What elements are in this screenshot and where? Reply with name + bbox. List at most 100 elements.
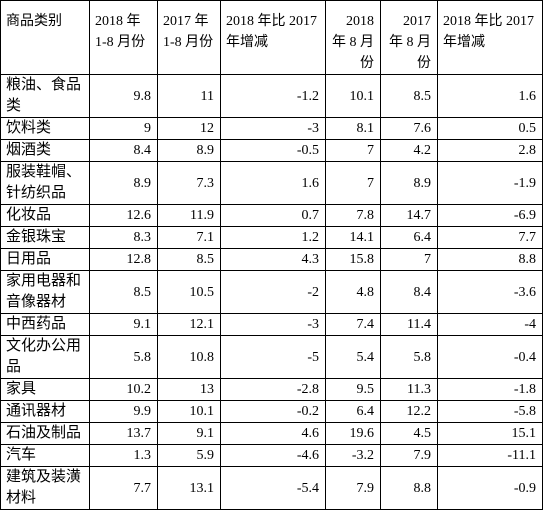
- value-cell: 9.9: [89, 400, 158, 423]
- header-cell: 2018 年 1-8 月份: [89, 0, 158, 75]
- header-cell: 2018 年比 2017 年增减: [437, 0, 543, 75]
- value-cell: 15.1: [437, 422, 543, 445]
- category-cell: 饮料类: [0, 117, 90, 140]
- data-row: 金银珠宝 8.3 7.1 1.2 14.1 6.4 7.7: [0, 226, 543, 249]
- category-cell: 文化办公用品: [0, 335, 90, 379]
- value-cell: 8.3: [89, 226, 158, 249]
- value-cell: 10.5: [157, 270, 221, 314]
- value-cell: 7.1: [157, 226, 221, 249]
- data-row: 饮料类 9 12 -3 8.1 7.6 0.5: [0, 117, 543, 140]
- category-cell: 化妆品: [0, 204, 90, 227]
- category-cell: 家用电器和音像器材: [0, 270, 90, 314]
- value-cell: 8.8: [437, 248, 543, 271]
- category-cell: 服装鞋帽、针纺织品: [0, 161, 90, 205]
- value-cell: 19.6: [325, 422, 381, 445]
- value-cell: 8.9: [157, 139, 221, 162]
- value-cell: 6.4: [380, 226, 438, 249]
- value-cell: 4.2: [380, 139, 438, 162]
- category-cell: 汽车: [0, 444, 90, 467]
- value-cell: 7.7: [437, 226, 543, 249]
- value-cell: 13: [157, 378, 221, 401]
- value-cell: 7: [380, 248, 438, 271]
- value-cell: -0.9: [437, 466, 543, 510]
- value-cell: 0.5: [437, 117, 543, 140]
- category-cell: 金银珠宝: [0, 226, 90, 249]
- value-cell: 8.4: [380, 270, 438, 314]
- header-row: 商品类别 2018 年 1-8 月份 2017 年 1-8 月份 2018 年比 20…: [0, 0, 543, 75]
- value-cell: 10.8: [157, 335, 221, 379]
- value-cell: 7.3: [157, 161, 221, 205]
- value-cell: -0.4: [437, 335, 543, 379]
- value-cell: 13.1: [157, 466, 221, 510]
- data-row: 汽车 1.3 5.9 -4.6 -3.2 7.9 -11.1: [0, 444, 543, 467]
- value-cell: 12: [157, 117, 221, 140]
- value-cell: 8.5: [157, 248, 221, 271]
- category-cell: 日用品: [0, 248, 90, 271]
- value-cell: 2.8: [437, 139, 543, 162]
- value-cell: -2: [220, 270, 326, 314]
- value-cell: 8.5: [89, 270, 158, 314]
- data-row: 家用电器和音像器材 8.5 10.5 -2 4.8 8.4 -3.6: [0, 270, 543, 314]
- value-cell: 12.1: [157, 313, 221, 336]
- value-cell: -3.6: [437, 270, 543, 314]
- value-cell: 5.8: [89, 335, 158, 379]
- value-cell: 10.1: [325, 74, 381, 118]
- value-cell: 8.5: [380, 74, 438, 118]
- value-cell: -1.8: [437, 378, 543, 401]
- data-row: 烟酒类 8.4 8.9 -0.5 7 4.2 2.8: [0, 139, 543, 162]
- data-row: 服装鞋帽、针纺织品 8.9 7.3 1.6 7 8.9 -1.9: [0, 161, 543, 205]
- value-cell: 8.1: [325, 117, 381, 140]
- value-cell: 11.4: [380, 313, 438, 336]
- header-cell: 2017 年 1-8 月份: [157, 0, 221, 75]
- value-cell: 1.6: [437, 74, 543, 118]
- value-cell: 8.9: [380, 161, 438, 205]
- value-cell: 7.9: [380, 444, 438, 467]
- category-cell: 中西药品: [0, 313, 90, 336]
- value-cell: 12.8: [89, 248, 158, 271]
- value-cell: 4.6: [220, 422, 326, 445]
- value-cell: 8.4: [89, 139, 158, 162]
- value-cell: 5.9: [157, 444, 221, 467]
- value-cell: -1.9: [437, 161, 543, 205]
- data-row: 文化办公用品 5.8 10.8 -5 5.4 5.8 -0.4: [0, 335, 543, 379]
- value-cell: 1.3: [89, 444, 158, 467]
- header-cell: 2017 年 8 月份: [380, 0, 438, 75]
- value-cell: 11: [157, 74, 221, 118]
- value-cell: -4: [437, 313, 543, 336]
- data-row: 粮油、食品类 9.8 11 -1.2 10.1 8.5 1.6: [0, 74, 543, 118]
- category-cell: 建筑及装潢材料: [0, 466, 90, 510]
- value-cell: -3.2: [325, 444, 381, 467]
- value-cell: -5.8: [437, 400, 543, 423]
- value-cell: 11.9: [157, 204, 221, 227]
- value-cell: 12.2: [380, 400, 438, 423]
- value-cell: -11.1: [437, 444, 543, 467]
- value-cell: 9: [89, 117, 158, 140]
- value-cell: 4.8: [325, 270, 381, 314]
- value-cell: 10.2: [89, 378, 158, 401]
- value-cell: 7.6: [380, 117, 438, 140]
- value-cell: 1.2: [220, 226, 326, 249]
- value-cell: -5.4: [220, 466, 326, 510]
- category-cell: 烟酒类: [0, 139, 90, 162]
- header-cell: 2018 年比 2017 年增减: [220, 0, 326, 75]
- data-row: 家具 10.2 13 -2.8 9.5 11.3 -1.8: [0, 378, 543, 401]
- value-cell: 12.6: [89, 204, 158, 227]
- value-cell: -4.6: [220, 444, 326, 467]
- category-cell: 通讯器材: [0, 400, 90, 423]
- value-cell: 9.1: [89, 313, 158, 336]
- value-cell: 4.3: [220, 248, 326, 271]
- header-cell: 2018 年 8 月份: [325, 0, 381, 75]
- value-cell: 9.1: [157, 422, 221, 445]
- category-cell: 粮油、食品类: [0, 74, 90, 118]
- value-cell: 8.9: [89, 161, 158, 205]
- value-cell: 10.1: [157, 400, 221, 423]
- value-cell: 15.8: [325, 248, 381, 271]
- value-cell: 14.1: [325, 226, 381, 249]
- data-row: 建筑及装潢材料 7.7 13.1 -5.4 7.9 8.8 -0.9: [0, 466, 543, 510]
- value-cell: 8.8: [380, 466, 438, 510]
- value-cell: 5.4: [325, 335, 381, 379]
- value-cell: -3: [220, 117, 326, 140]
- value-cell: 7.4: [325, 313, 381, 336]
